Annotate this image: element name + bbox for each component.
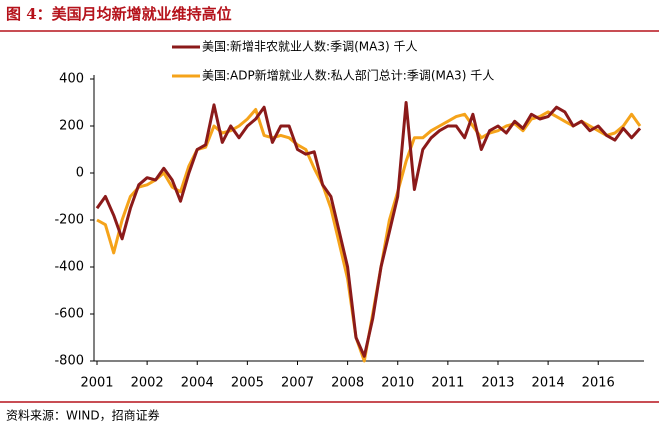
x-tick-label: 2014 [532, 376, 565, 391]
y-tick-label: -600 [54, 307, 84, 322]
x-tick-label: 2016 [582, 376, 615, 391]
x-tick-label: 2005 [231, 376, 264, 391]
y-tick-label: 400 [59, 72, 84, 87]
x-tick-label: 2013 [481, 376, 514, 391]
x-tick-label: 2008 [331, 376, 364, 391]
y-tick-label: -200 [54, 213, 84, 228]
y-tick-label: 200 [59, 119, 84, 134]
chart-title: 图 4：美国月均新增就业维持高位 [6, 5, 232, 23]
y-tick-label: -800 [54, 354, 84, 369]
x-tick-label: 2004 [181, 376, 214, 391]
x-tick-label: 2002 [131, 376, 164, 391]
x-tick-label: 2011 [431, 376, 464, 391]
y-tick-label: 0 [76, 166, 84, 181]
series-line [96, 108, 642, 363]
x-tick-label: 2007 [281, 376, 314, 391]
legend-label: 美国:新增非农就业人数:季调(MA3) 千人 [202, 39, 417, 54]
x-tick-label: 2010 [381, 376, 414, 391]
legend-label: 美国:ADP新增就业人数:私人部门总计:季调(MA3) 千人 [202, 68, 494, 83]
x-tick-label: 2001 [80, 376, 113, 391]
y-tick-label: -400 [54, 260, 84, 275]
source: 资料来源：WIND，招商证券 [6, 408, 160, 423]
series-line [95, 101, 642, 358]
